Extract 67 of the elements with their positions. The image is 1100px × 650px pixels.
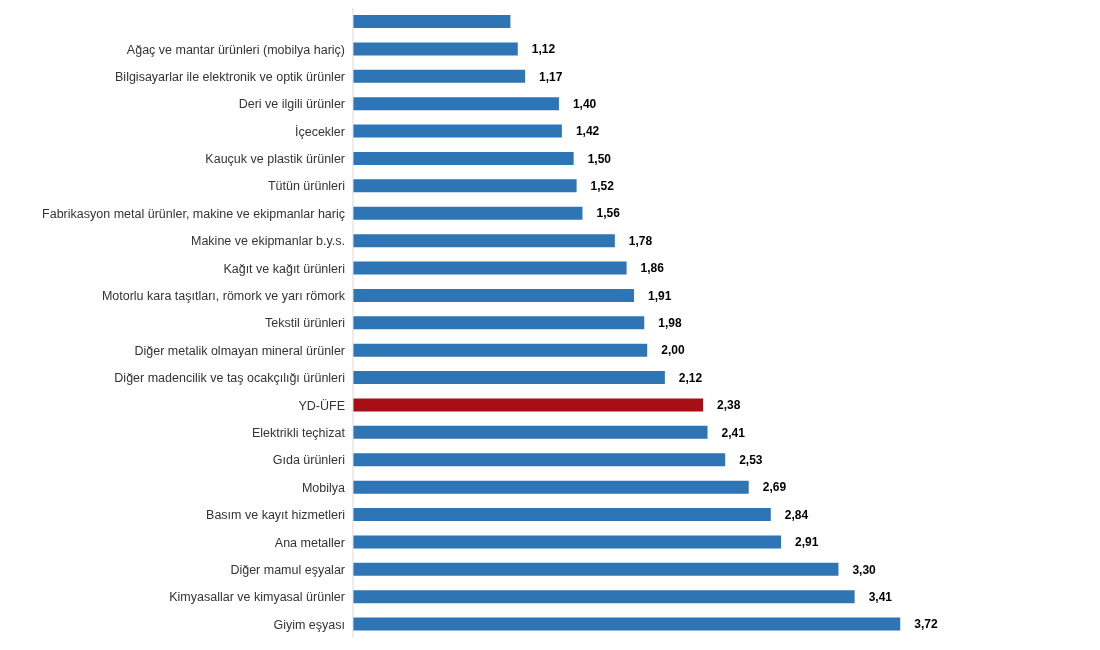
y-tick-label: Diğer madencilik ve taş ocakçılığı ürünleri <box>114 371 345 386</box>
data-label: 2,53 <box>739 453 763 468</box>
data-label: 2,38 <box>717 398 741 413</box>
bar <box>353 261 627 275</box>
y-tick-label: Motorlu kara taşıtları, römork ve yarı römork <box>101 289 346 304</box>
bar <box>353 69 526 83</box>
bar <box>353 179 577 193</box>
data-label: 2,00 <box>661 343 685 358</box>
y-tick-label: Elektrikli teçhizat <box>251 426 346 440</box>
y-tick-label: Diğer mamul eşyalar <box>230 562 345 577</box>
y-tick-label: Ağaç ve mantar ürünleri (mobilya hariç) <box>126 42 345 57</box>
data-label: 2,12 <box>678 370 703 385</box>
bar <box>353 206 583 220</box>
bar <box>353 508 771 522</box>
bar <box>353 590 855 604</box>
y-tick-label: Giyim eşyası <box>273 617 345 632</box>
data-label: 1,17 <box>539 69 563 84</box>
data-label: 1,50 <box>587 151 612 166</box>
bar <box>353 480 749 494</box>
y-tick-label: İçecekler <box>294 124 345 139</box>
data-label: 1,78 <box>628 233 653 248</box>
bar <box>353 535 782 549</box>
data-label: 3,41 <box>868 589 893 604</box>
y-tick-label: Deri ve ilgili ürünler <box>238 97 345 112</box>
bar <box>353 42 518 56</box>
data-label: 1,40 <box>572 96 597 111</box>
y-tick-label: Tütün ürünleri <box>267 179 345 194</box>
y-tick-label: Diğer metalik olmayan mineral ürünler <box>134 343 345 358</box>
y-tick-label: YD-ÜFE <box>298 398 345 413</box>
data-label: 2,84 <box>784 507 809 522</box>
y-tick-label: Tekstil ürünleri <box>265 316 345 331</box>
data-label: 3,30 <box>852 562 877 577</box>
y-tick-label: Basım ve kayıt hizmetleri <box>206 508 345 523</box>
bar <box>353 151 574 165</box>
bar <box>353 453 726 467</box>
data-label: 1,52 <box>590 179 615 194</box>
y-tick-label: Kağıt ve kağıt ürünleri <box>223 261 345 276</box>
bar <box>353 124 562 138</box>
y-tick-label: Makine ve ekipmanlar b.y.s. <box>191 234 345 249</box>
data-label: 2,69 <box>762 480 787 495</box>
bar <box>353 288 634 302</box>
bar <box>353 234 615 248</box>
y-tick-label: Kauçuk ve plastik ürünler <box>205 152 345 167</box>
data-label: 1,42 <box>575 124 600 139</box>
data-label: 1,12 <box>531 42 556 57</box>
bar <box>353 316 645 330</box>
data-label: 3,72 <box>914 617 938 632</box>
data-label: 1,86 <box>640 261 665 276</box>
y-tick-label: Ana metaller <box>274 535 345 550</box>
bar <box>353 398 704 412</box>
y-tick-label: Mobilya <box>301 480 346 495</box>
bar <box>353 371 665 385</box>
y-tick-label: Fabrikasyon metal ürünler, makine ve ekipmanlar hariç <box>42 206 345 221</box>
bar <box>353 15 511 28</box>
data-label: 2,41 <box>721 425 746 440</box>
data-label: 2,91 <box>795 535 819 550</box>
y-tick-label: Kimyasallar ve kimyasal ürünler <box>169 590 345 605</box>
bar <box>353 425 708 439</box>
data-label: 1,91 <box>647 288 672 303</box>
y-tick-label: Bilgisayarlar ile elektronik ve optik ürünler <box>115 69 345 84</box>
bar <box>353 343 648 357</box>
bar <box>353 617 901 631</box>
y-tick-label: Gıda ürünleri <box>272 453 345 468</box>
bar <box>353 97 559 111</box>
data-label: 1,98 <box>658 316 682 331</box>
bar <box>353 562 839 576</box>
data-label: 1,56 <box>596 206 621 221</box>
